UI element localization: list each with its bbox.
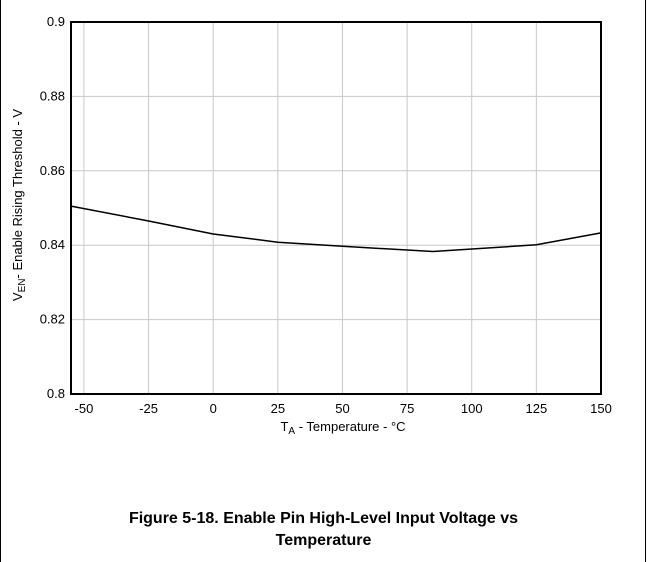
x-tick-label: -25: [139, 401, 158, 416]
y-tick-label: 0.8: [47, 386, 65, 401]
x-axis-title: TA - Temperature - °C: [280, 419, 405, 437]
line-chart: 0.8 0.82 0.84 0.86 0.88 0.9 -50 -25 0 25 50 75 100 1…: [10, 14, 612, 437]
x-tick-label: 150: [590, 401, 612, 416]
figure-caption-line-1: Figure 5-18. Enable Pin High-Level Input…: [128, 510, 519, 527]
figure-caption-line-2: Temperature: [275, 532, 372, 549]
series-line: [70, 205, 602, 253]
y-tick-labels: 0.8 0.82 0.84 0.86 0.88 0.9: [40, 14, 65, 401]
y-tick-label: 0.84: [40, 237, 65, 252]
x-tick-label: -50: [75, 401, 94, 416]
y-tick-label: 0.82: [40, 312, 65, 327]
figure-caption: Figure 5-18. Enable Pin High-Level Input…: [0, 508, 647, 552]
x-tick-label: 100: [461, 401, 483, 416]
x-tick-label: 25: [271, 401, 285, 416]
plot-area-frame: [70, 21, 602, 395]
x-tick-label: 50: [335, 401, 349, 416]
x-tick-labels: -50 -25 0 25 50 75 100 125 150: [75, 401, 612, 416]
y-tick-label: 0.9: [47, 14, 65, 29]
y-axis-title: VEN- Enable Rising Threshold - V: [10, 109, 28, 301]
y-tick-label: 0.86: [40, 163, 65, 178]
page-border-right: [645, 0, 646, 562]
series-layer: [70, 205, 602, 253]
grid-lines: [71, 21, 602, 395]
x-tick-label: 75: [400, 401, 414, 416]
page-border-left: [0, 0, 1, 562]
y-tick-label: 0.88: [40, 88, 65, 103]
x-tick-label: 0: [210, 401, 217, 416]
x-tick-label: 125: [526, 401, 548, 416]
